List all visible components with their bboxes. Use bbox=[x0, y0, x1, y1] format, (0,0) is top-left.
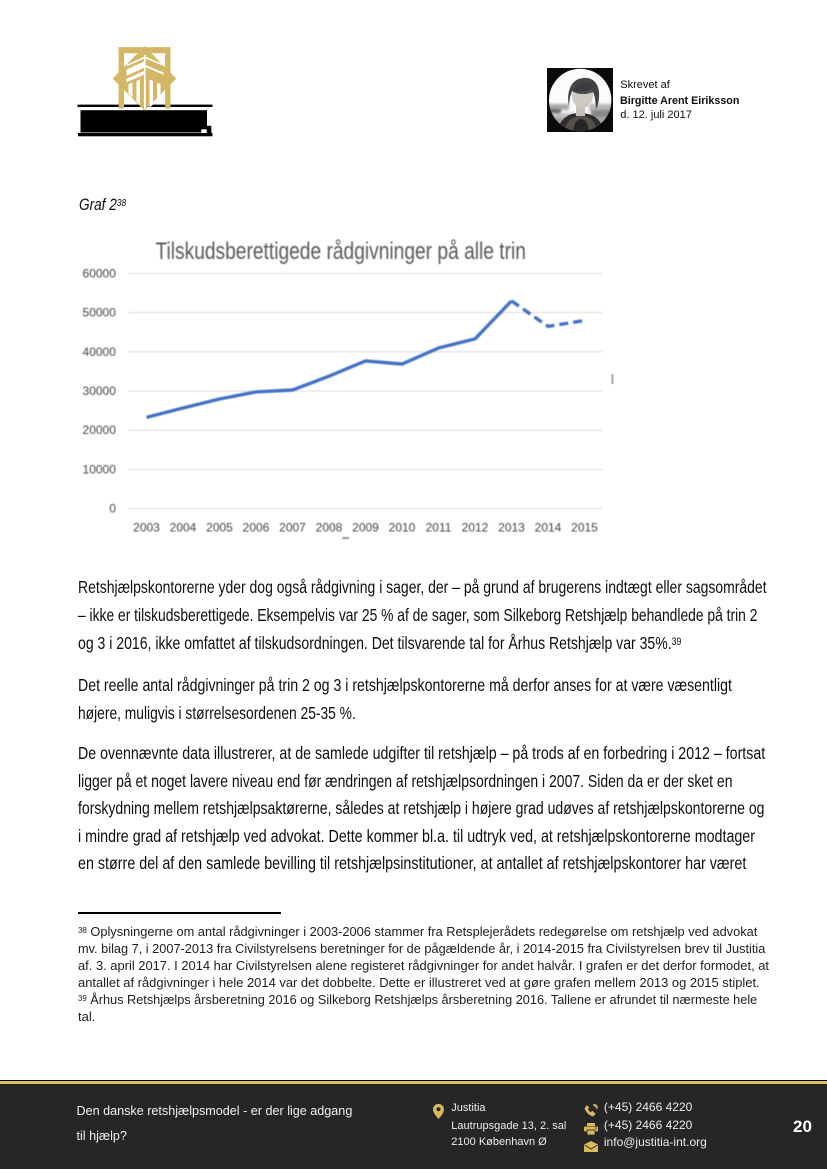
svg-text:2006: 2006 bbox=[243, 521, 270, 535]
svg-text:2014: 2014 bbox=[535, 521, 562, 535]
svg-text:2011: 2011 bbox=[426, 521, 452, 535]
svg-text:10000: 10000 bbox=[83, 462, 117, 476]
svg-text:2008: 2008 bbox=[316, 521, 343, 535]
svg-text:30000: 30000 bbox=[83, 384, 117, 398]
svg-text:40000: 40000 bbox=[83, 345, 117, 359]
svg-text:50000: 50000 bbox=[83, 306, 117, 320]
svg-text:60000: 60000 bbox=[83, 266, 117, 280]
svg-text:2003: 2003 bbox=[133, 521, 160, 535]
svg-text:2004: 2004 bbox=[170, 521, 197, 535]
svg-text:2012: 2012 bbox=[462, 521, 489, 535]
svg-text:0: 0 bbox=[109, 502, 116, 516]
svg-text:2010: 2010 bbox=[389, 521, 416, 535]
svg-text:2013: 2013 bbox=[498, 521, 525, 535]
svg-text:2015: 2015 bbox=[571, 521, 598, 535]
svg-text:2007: 2007 bbox=[279, 521, 306, 535]
svg-text:2009: 2009 bbox=[352, 521, 379, 535]
svg-text:Tilskudsberettigede rådgivning: Tilskudsberettigede rådgivninger på alle… bbox=[155, 237, 525, 265]
svg-text:20000: 20000 bbox=[83, 423, 117, 437]
svg-text:2005: 2005 bbox=[206, 521, 233, 535]
